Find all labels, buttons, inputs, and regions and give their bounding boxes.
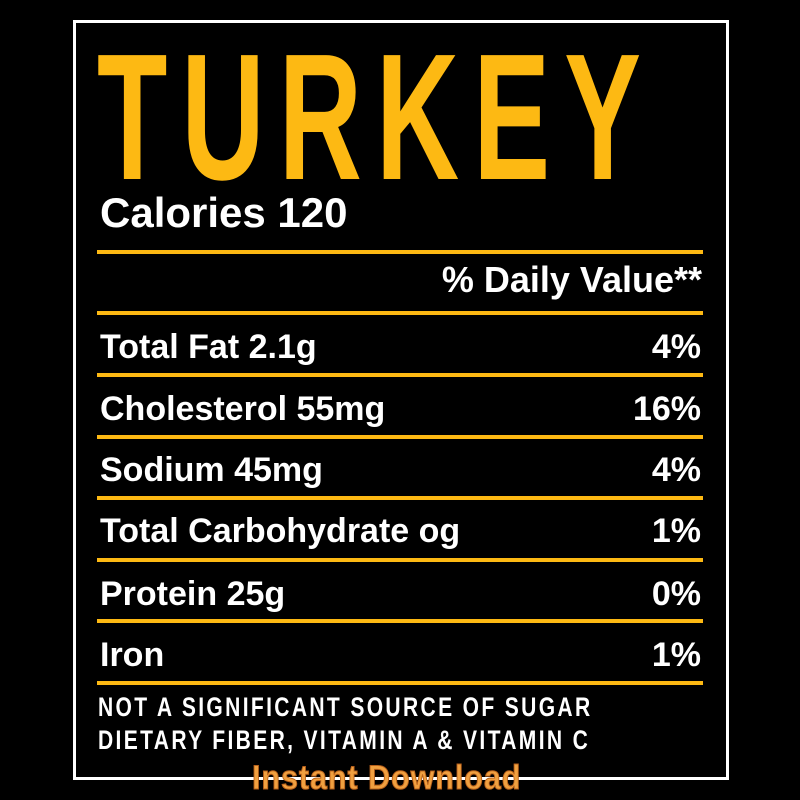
nutrient-value: 0% (651, 575, 701, 613)
divider (97, 558, 703, 562)
nutrient-value: 16% (632, 390, 701, 428)
nutrient-label: Protein 25g (100, 575, 286, 613)
label-frame (73, 20, 729, 780)
nutrient-row: Total Fat 2.1g 4% (100, 330, 701, 364)
footer-line: NOT A SIGNIFICANT SOURCE OF SUGAR (98, 692, 593, 722)
nutrient-row: Sodium 45mg 4% (100, 453, 701, 487)
divider (97, 619, 703, 623)
divider (97, 373, 703, 377)
nutrient-row: Cholesterol 55mg 16% (100, 392, 701, 426)
watermark: Instant Download (252, 759, 522, 797)
nutrient-row: Protein 25g 0% (100, 577, 701, 611)
daily-value-header: % Daily Value** (441, 259, 702, 300)
divider (97, 496, 703, 500)
calories: Calories 120 (100, 189, 348, 236)
divider (97, 681, 703, 685)
nutrient-label: Sodium 45mg (100, 451, 323, 489)
nutrient-label: Total Carbohydrate og (100, 512, 461, 550)
nutrient-row: Total Carbohydrate og 1% (100, 514, 701, 548)
footer-line: DIETARY FIBER, VITAMIN A & VITAMIN C (98, 725, 591, 755)
divider (97, 435, 703, 439)
nutrient-value: 1% (651, 636, 701, 674)
nutrient-label: Iron (100, 636, 165, 674)
divider (97, 250, 703, 254)
nutrient-value: 4% (651, 328, 701, 366)
nutrient-value: 1% (651, 512, 701, 550)
nutrient-row: Iron 1% (100, 638, 701, 672)
nutrient-label: Total Fat 2.1g (100, 328, 317, 366)
nutrient-value: 4% (651, 451, 701, 489)
title: TURKEY (97, 17, 656, 218)
divider (97, 311, 703, 315)
nutrient-label: Cholesterol 55mg (100, 390, 386, 428)
